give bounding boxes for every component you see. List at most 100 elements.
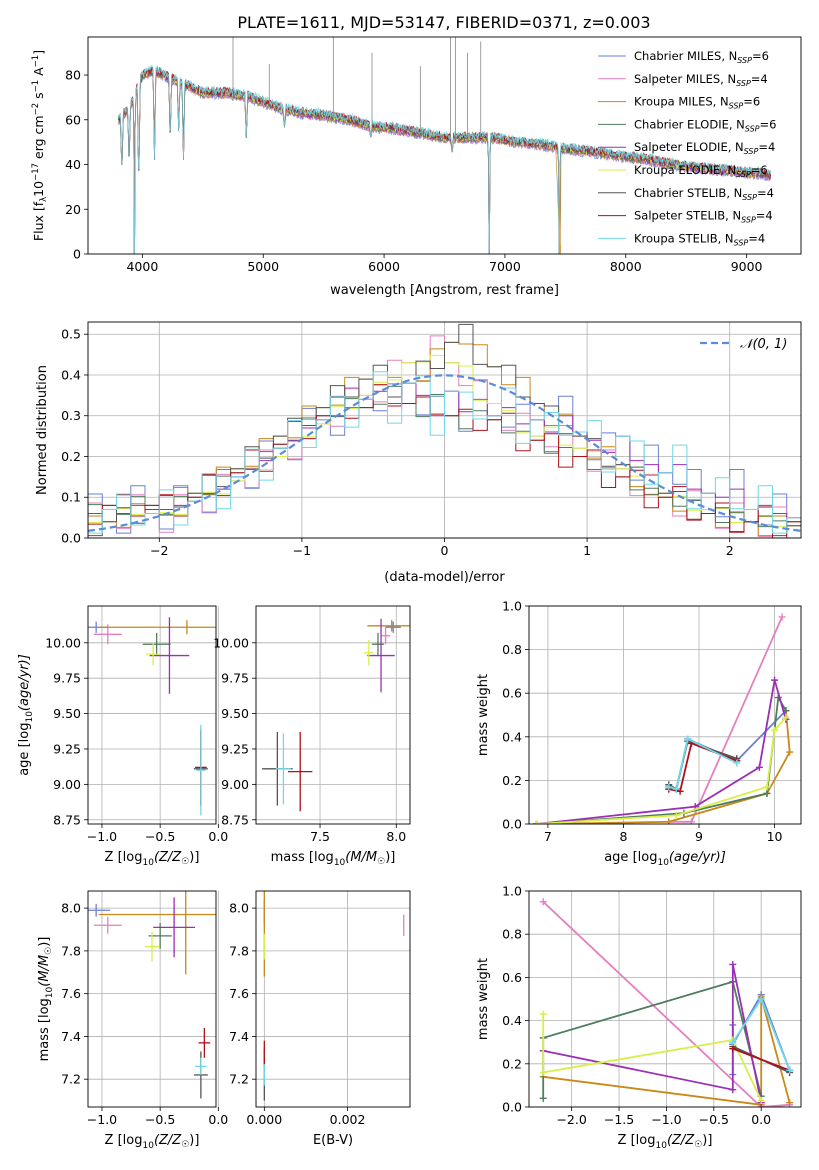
panel-weight-vs-age: 7 8 9 10 0.0 0.2 0.4 0.6 0.8 1.0 age [log10(age/yr… bbox=[476, 599, 802, 868]
x-axis-label: E(B-V) bbox=[313, 1133, 353, 1148]
axes-frame bbox=[87, 605, 217, 825]
mass-weight-marker bbox=[786, 1099, 794, 1107]
mass-weight-marker bbox=[763, 789, 771, 797]
errorbar-point bbox=[367, 620, 410, 632]
legend: Chabrier MILES, NSSP=6 Salpeter MILES, NS… bbox=[598, 49, 776, 247]
x-tick-label: 5000 bbox=[247, 259, 279, 274]
legend-label: Kroupa ELODIE, NSSP=6 bbox=[634, 163, 768, 179]
x-tick-label: 0.0 bbox=[208, 829, 228, 844]
y-axis-label: mass weight bbox=[476, 958, 491, 1040]
panel-age-vs-Z: −1.0 −0.5 0.0 8.75 9.00 9.25 9.50 9.75 10.00 Z [l… bbox=[17, 605, 228, 868]
x-tick-label: −1.0 bbox=[651, 1112, 681, 1127]
x-tick-label: 6000 bbox=[368, 259, 400, 274]
y-tick-label: 10.00 bbox=[213, 635, 249, 650]
y-tick-label: 0.5 bbox=[61, 327, 81, 342]
y-tick-label: 20 bbox=[65, 202, 81, 217]
x-tick-label: −2 bbox=[150, 543, 168, 558]
axes-frame bbox=[528, 890, 802, 1108]
mass-weight-marker bbox=[684, 735, 692, 743]
y-tick-label: 0.1 bbox=[61, 490, 81, 505]
x-tick-label: 4000 bbox=[126, 259, 158, 274]
errorbar-point bbox=[367, 618, 395, 693]
y-tick-label: 7.2 bbox=[229, 1072, 249, 1087]
errorbar-point bbox=[364, 639, 374, 666]
mass-weight-marker bbox=[733, 759, 741, 767]
x-tick-label: 0 bbox=[441, 543, 449, 558]
x-tick-label: −1 bbox=[293, 543, 311, 558]
y-axis-label: mass [log10(M/M☉)] bbox=[37, 937, 55, 1062]
errorbar-point bbox=[142, 632, 171, 656]
legend-label: Salpeter MILES, NSSP=4 bbox=[634, 72, 768, 88]
mass-weight-marker bbox=[771, 676, 779, 684]
panel-mass-vs-ebv: 0.000 0.002 7.2 7.4 7.6 7.8 8.0 E(B-V) bbox=[229, 890, 411, 1148]
panel-residuals: −2 −1 0 1 2 0.0 0.1 0.2 0.3 0.4 0.5 𝒩(0, 1) (data-mo… bbox=[35, 321, 802, 585]
y-tick-label: 10.00 bbox=[45, 635, 81, 650]
errorbar-point bbox=[99, 620, 216, 635]
mass-weight-marker bbox=[539, 898, 547, 906]
mass-weight-line bbox=[542, 1014, 763, 1101]
y-tick-label: 9.75 bbox=[53, 671, 81, 686]
y-tick-label: 0.8 bbox=[502, 927, 522, 942]
errorbar-point bbox=[145, 931, 159, 962]
mass-weight-marker bbox=[533, 820, 541, 824]
x-tick-label: −0.5 bbox=[145, 829, 175, 844]
y-tick-label: 9.00 bbox=[221, 777, 249, 792]
mass-weight-marker bbox=[729, 1038, 737, 1046]
histogram-series bbox=[88, 335, 801, 538]
errorbar-point bbox=[195, 1057, 207, 1075]
y-tick-label: 0.2 bbox=[502, 1056, 522, 1071]
errorbar-point bbox=[381, 627, 391, 645]
y-tick-label: 7.8 bbox=[229, 943, 249, 958]
x-tick-label: −1.5 bbox=[604, 1112, 634, 1127]
mass-weight-marker bbox=[665, 783, 673, 791]
x-axis-label: Z [log10(Z/Z☉)] bbox=[618, 1133, 713, 1151]
mass-weight-line bbox=[668, 742, 738, 793]
mass-weight-line bbox=[732, 1047, 790, 1072]
legend-label: Kroupa STELIB, NSSP=4 bbox=[634, 231, 765, 247]
x-tick-label: −0.5 bbox=[145, 1112, 175, 1127]
mass-weight-marker bbox=[755, 763, 763, 771]
mass-weight-line bbox=[668, 737, 738, 791]
y-tick-label: 7.4 bbox=[61, 1029, 81, 1044]
legend-label: 𝒩(0, 1) bbox=[740, 337, 787, 352]
mass-weight-marker bbox=[786, 1066, 794, 1074]
mass-weight-marker bbox=[757, 1097, 765, 1105]
x-tick-label: 0.000 bbox=[246, 1112, 282, 1127]
plot-area bbox=[117, 37, 772, 254]
x-tick-label: 9 bbox=[695, 829, 703, 844]
mass-weight-marker bbox=[539, 1010, 547, 1018]
y-axis-label: age [log10(age/yr)] bbox=[17, 654, 35, 776]
histogram-series bbox=[88, 371, 801, 538]
mass-weight-marker bbox=[665, 818, 673, 824]
y-tick-label: 9.50 bbox=[221, 706, 249, 721]
x-tick-label: 1 bbox=[583, 543, 591, 558]
errorbar-point bbox=[198, 1027, 211, 1058]
errorbar-point bbox=[385, 621, 401, 633]
mass-weight-marker bbox=[782, 713, 790, 721]
mass-weight-marker bbox=[672, 785, 680, 793]
y-tick-label: 9.25 bbox=[53, 741, 81, 756]
y-tick-label: 0.4 bbox=[502, 1013, 522, 1028]
y-tick-label: 1.0 bbox=[502, 599, 522, 614]
mass-weight-marker bbox=[786, 748, 794, 756]
mass-weight-marker bbox=[539, 1068, 547, 1076]
x-axis-label: Z [log10(Z/Z☉)] bbox=[105, 850, 200, 868]
mass-weight-marker bbox=[778, 613, 786, 621]
mass-weight-line bbox=[536, 694, 787, 824]
panel-weight-vs-Z: −2.0 −1.5 −1.0 −0.5 0.0 0.0 0.2 0.4 0.6 0.8 1.0 Z [… bbox=[476, 884, 802, 1151]
mass-weight-marker bbox=[729, 1086, 737, 1094]
legend-label: Chabrier ELODIE, NSSP=6 bbox=[634, 117, 776, 133]
errorbar-point bbox=[93, 916, 122, 934]
y-axis-label: Flux [fλ10−17 erg cm−2 s−1 A−1] bbox=[31, 50, 49, 241]
y-axis-label: mass weight bbox=[476, 674, 491, 756]
y-tick-label: 7.4 bbox=[229, 1029, 249, 1044]
x-tick-label: −1.0 bbox=[87, 829, 117, 844]
y-tick-label: 8.0 bbox=[229, 901, 249, 916]
errorbar-point bbox=[153, 897, 196, 958]
y-tick-label: 7.6 bbox=[229, 986, 249, 1001]
gaussian-curve bbox=[88, 374, 801, 532]
legend-label: Salpeter STELIB, NSSP=4 bbox=[634, 209, 773, 225]
mass-weight-line bbox=[543, 964, 763, 1103]
errorbar-point bbox=[146, 642, 161, 666]
x-axis-label: mass [log10(M/M☉)] bbox=[271, 850, 396, 868]
